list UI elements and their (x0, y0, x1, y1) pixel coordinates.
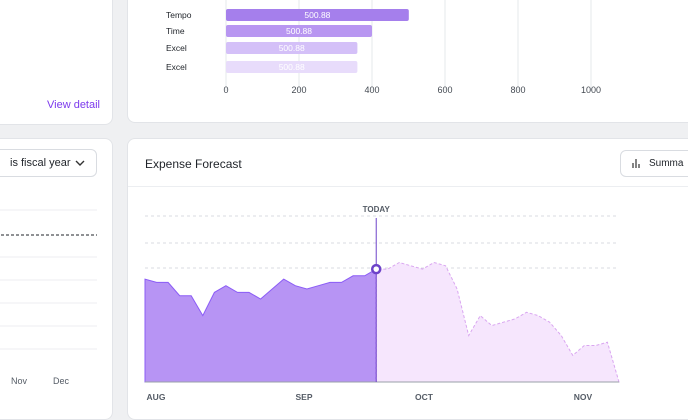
x-month-label: OCT (415, 392, 434, 402)
bar-value-label: 500.88 (286, 26, 312, 36)
bar-category-label: Time (166, 26, 185, 36)
x-month-label: NOV (574, 392, 593, 402)
x-tick-label: 800 (510, 85, 525, 95)
month-label-nov: Nov (11, 376, 28, 386)
horizontal-bar-chart: 0 200 400 600 800 1000 Tempo 500.88 Time 500.88 Ex… (166, 0, 601, 95)
view-detail-link[interactable]: View detail (47, 99, 100, 111)
month-label-dec: Dec (53, 376, 70, 386)
top-bar-chart-card: 0 200 400 600 800 1000 Tempo 500.88 Time 500.88 Ex… (127, 0, 688, 123)
x-tick-label: 1000 (581, 85, 601, 95)
bar (226, 9, 409, 21)
bar-category-label: Excel (166, 43, 187, 53)
today-marker[interactable] (370, 263, 382, 275)
x-month-label: SEP (295, 392, 312, 402)
fiscal-year-select[interactable]: is fiscal year (0, 149, 97, 177)
x-month-label: AUG (147, 392, 166, 402)
expense-forecast-card: Expense Forecast Summa TODAY AUG SEP OCT NOV (127, 138, 688, 420)
x-tick-label: 600 (437, 85, 452, 95)
left-gridlines (0, 209, 97, 350)
bar (226, 42, 358, 54)
bar-chart-icon (632, 159, 640, 168)
summary-button[interactable]: Summa (620, 150, 688, 177)
bar (226, 61, 358, 73)
expense-forecast-title: Expense Forecast (145, 157, 242, 171)
bar-value-label: 500.88 (279, 43, 305, 53)
bar-value-label: 500.88 (279, 62, 305, 72)
x-tick-label: 200 (291, 85, 306, 95)
forecast-header-divider (128, 186, 688, 187)
expense-forecast-chart: TODAY AUG SEP OCT NOV (144, 205, 620, 402)
bar-value-label: 500.88 (304, 10, 330, 20)
summary-button-label: Summa (649, 158, 684, 169)
left-chart-card: is fiscal year Nov Dec (0, 138, 113, 420)
x-tick-label: 400 (364, 85, 379, 95)
today-label: TODAY (363, 205, 391, 214)
bar-category-label: Tempo (166, 10, 192, 20)
top-left-card: View detail (0, 0, 113, 125)
fiscal-year-select-label: is fiscal year (10, 157, 71, 169)
actual-expense-area (144, 268, 377, 383)
x-tick-label: 0 (223, 85, 228, 95)
bar (226, 25, 372, 37)
chevron-down-icon (75, 160, 85, 166)
forecast-expense-area (375, 261, 620, 383)
bar-category-label: Excel (166, 62, 187, 72)
